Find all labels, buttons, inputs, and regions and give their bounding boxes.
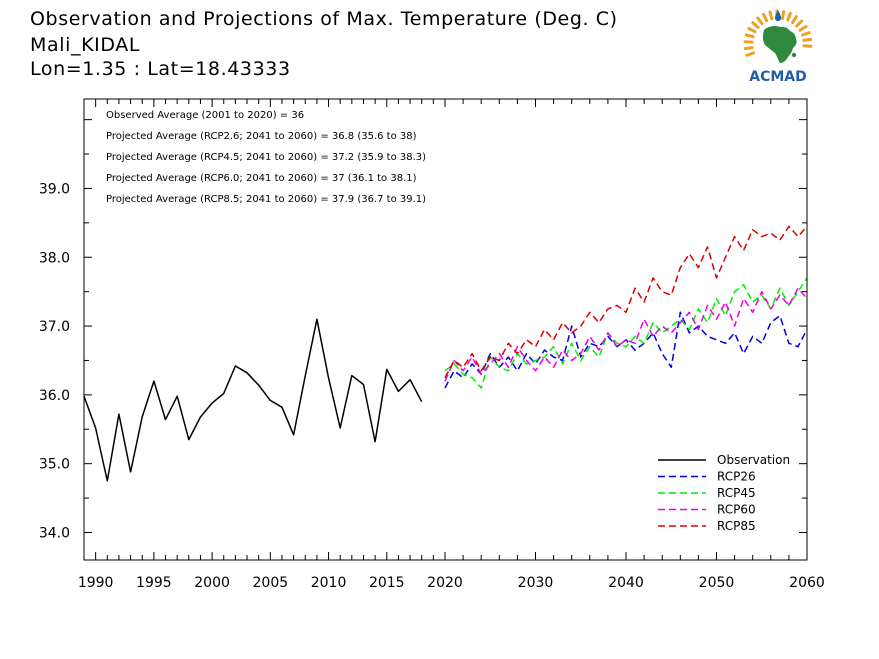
y-tick-label: 36.0 xyxy=(39,388,70,404)
x-tick-label: 1995 xyxy=(136,575,172,591)
series-line-rcp26 xyxy=(444,311,808,389)
average-annotation: Projected Average (RCP4.5; 2041 to 2060)… xyxy=(106,152,426,163)
x-tick-label: 2030 xyxy=(518,575,554,591)
logo-text: ACMAD xyxy=(749,69,807,84)
location-name: Mali_KIDAL xyxy=(30,34,141,56)
average-annotation: Projected Average (RCP6.0; 2041 to 2060)… xyxy=(106,173,417,184)
x-tick-label: 2020 xyxy=(427,575,463,591)
series-line-rcp60 xyxy=(444,287,808,382)
x-tick-label: 2000 xyxy=(194,575,230,591)
legend-label: RCP85 xyxy=(717,519,756,533)
x-tick-label: 2060 xyxy=(789,575,825,591)
coordinates-label: Lon=1.35 : Lat=18.43333 xyxy=(30,58,291,80)
x-tick-label: 2040 xyxy=(608,575,644,591)
x-tick-label: 2005 xyxy=(253,575,289,591)
africa-map-icon xyxy=(762,26,797,63)
y-tick-label: 35.0 xyxy=(39,457,70,473)
x-tick-label: 2050 xyxy=(699,575,735,591)
x-tick-label: 2010 xyxy=(311,575,347,591)
series-line-rcp45 xyxy=(444,277,808,389)
acmad-logo: ACMAD xyxy=(738,8,818,85)
y-tick-label: 38.0 xyxy=(39,250,70,266)
y-tick-label: 37.0 xyxy=(39,319,70,335)
series-line-observation xyxy=(83,318,423,482)
average-annotation: Observed Average (2001 to 2020) = 36 xyxy=(106,110,304,121)
legend-label: RCP60 xyxy=(717,503,756,517)
legend-label: RCP26 xyxy=(717,470,756,484)
chart-title: Observation and Projections of Max. Temp… xyxy=(30,8,618,30)
legend-label: Observation xyxy=(717,453,790,467)
legend-label: RCP45 xyxy=(717,486,756,500)
africa-map-sun-logo-icon: ACMAD xyxy=(743,9,813,85)
y-tick-label: 34.0 xyxy=(39,525,70,541)
y-tick-label: 39.0 xyxy=(39,181,70,197)
average-annotation: Projected Average (RCP8.5; 2041 to 2060)… xyxy=(106,194,426,205)
x-tick-label: 2015 xyxy=(369,575,405,591)
series-line-rcp85 xyxy=(444,225,808,379)
average-annotation: Projected Average (RCP2.6; 2041 to 2060)… xyxy=(106,131,417,142)
x-tick-label: 1990 xyxy=(78,575,114,591)
water-drop-icon xyxy=(775,10,781,21)
